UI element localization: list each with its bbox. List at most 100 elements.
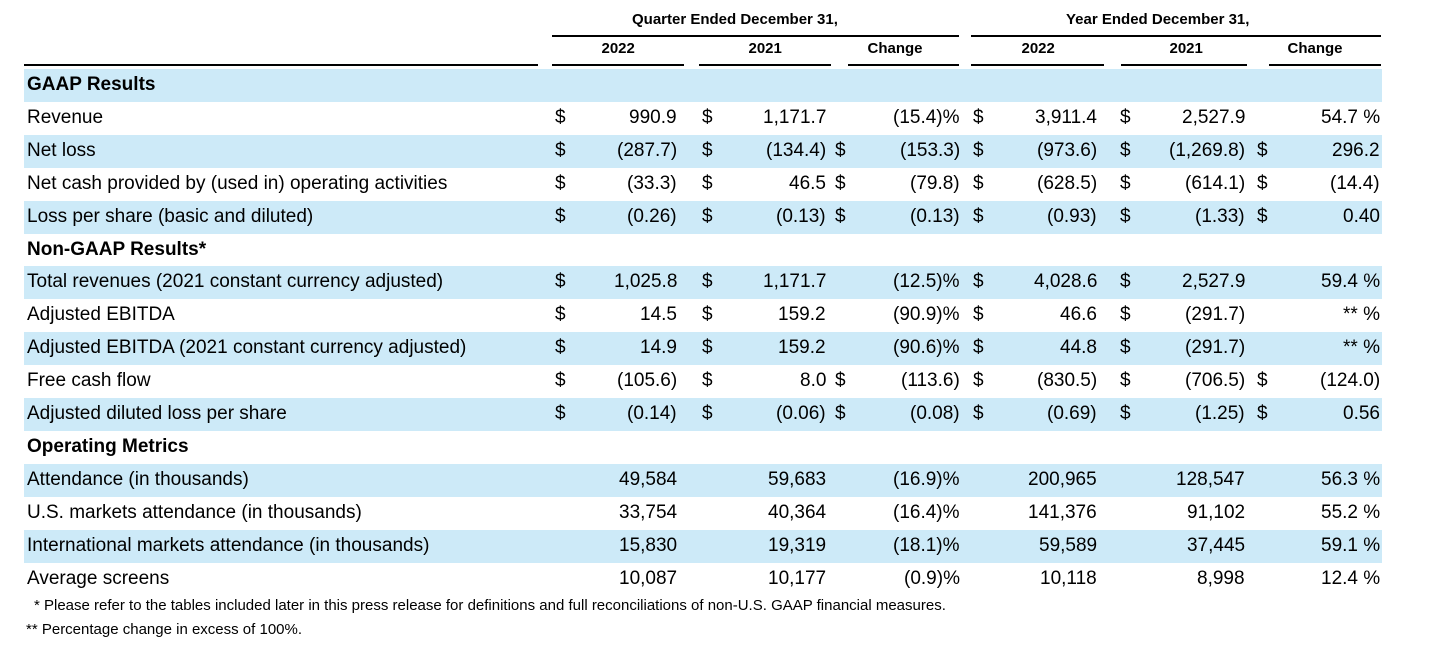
- currency-symbol: $: [1257, 205, 1268, 227]
- currency-symbol: $: [1257, 139, 1268, 161]
- table-cell-value: (0.9)%: [904, 567, 960, 589]
- currency-symbol: $: [835, 205, 846, 227]
- currency-symbol: $: [973, 403, 984, 424]
- table-cell-value: (15.4)%: [893, 106, 960, 128]
- row-label: Adjusted EBITDA: [27, 304, 175, 326]
- row-band: [24, 563, 1382, 596]
- table-cell-value: (973.6): [1037, 139, 1098, 161]
- table-cell-value: (0.06): [776, 403, 826, 424]
- table-cell-value: (0.14): [627, 403, 677, 424]
- currency-symbol: $: [1120, 205, 1131, 227]
- table-cell-value: 46.6: [1060, 304, 1097, 326]
- table-cell-value: 54.7 %: [1321, 106, 1381, 128]
- row-label: Net loss: [27, 139, 96, 161]
- column-header: 2021: [748, 40, 782, 57]
- table-cell-value: (706.5): [1185, 370, 1246, 392]
- currency-symbol: $: [1120, 106, 1131, 128]
- currency-symbol: $: [702, 403, 713, 424]
- table-cell-value: 10,087: [619, 567, 678, 589]
- column-header: Change: [1287, 40, 1343, 57]
- row-band: [24, 463, 1382, 497]
- currency-symbol: $: [835, 370, 846, 392]
- table-cell-value: (124.0): [1320, 370, 1381, 392]
- table-cell-value: 0.56: [1343, 403, 1380, 424]
- footnote: ** Percentage change in excess of 100%.: [26, 621, 303, 638]
- table-cell-value: (287.7): [617, 139, 678, 161]
- table-cell-value: 12.4 %: [1321, 567, 1381, 589]
- table-cell-value: (0.08): [910, 403, 960, 424]
- row-band: [24, 332, 1382, 366]
- currency-symbol: $: [835, 172, 846, 194]
- currency-symbol: $: [1120, 337, 1131, 359]
- currency-symbol: $: [973, 304, 984, 326]
- label-column-rule: [24, 64, 538, 66]
- table-cell-value: 59.4 %: [1321, 271, 1381, 293]
- table-cell-value: (12.5)%: [893, 271, 960, 293]
- table-cell-value: 990.9: [629, 106, 677, 128]
- table-cell-value: (0.93): [1047, 205, 1097, 227]
- table-cell-value: 14.5: [640, 304, 677, 326]
- currency-symbol: $: [973, 271, 984, 293]
- table-cell-value: (0.26): [627, 205, 677, 227]
- table-cell-value: 14.9: [640, 337, 677, 359]
- column-header-rule: [1269, 64, 1381, 66]
- table-cell-value: (1,269.8): [1169, 139, 1246, 161]
- table-cell-value: (628.5): [1037, 172, 1098, 194]
- table-cell-value: 19,319: [768, 534, 827, 556]
- table-cell-value: (1.33): [1195, 205, 1245, 227]
- column-header: 2021: [1169, 40, 1203, 57]
- footnote: * Please refer to the tables included la…: [34, 597, 946, 614]
- currency-symbol: $: [555, 172, 566, 194]
- table-cell-value: (291.7): [1185, 304, 1246, 326]
- currency-symbol: $: [555, 139, 566, 161]
- table-cell-value: (90.6)%: [893, 337, 960, 359]
- currency-symbol: $: [973, 370, 984, 392]
- table-cell-value: (113.6): [901, 370, 960, 392]
- table-cell-value: 1,025.8: [614, 271, 678, 293]
- table-cell-value: 4,028.6: [1034, 271, 1098, 293]
- table-cell-value: 10,118: [1040, 567, 1097, 589]
- column-header: 2022: [601, 40, 635, 57]
- table-cell-value: (830.5): [1037, 370, 1098, 392]
- currency-symbol: $: [555, 106, 566, 128]
- table-cell-value: 15,830: [619, 534, 678, 556]
- table-cell-value: 55.2 %: [1321, 501, 1381, 523]
- table-cell-value: 40,364: [768, 501, 827, 523]
- row-label: Adjusted EBITDA (2021 constant currency …: [27, 337, 467, 359]
- currency-symbol: $: [973, 139, 984, 161]
- row-band: [24, 200, 1382, 234]
- table-cell-value: (79.8): [910, 172, 960, 194]
- currency-symbol: $: [1257, 403, 1268, 424]
- column-header-rule: [971, 64, 1104, 66]
- row-band: [24, 234, 1382, 267]
- table-cell-value: (0.13): [776, 205, 826, 227]
- table-cell-value: 1,171.7: [763, 271, 827, 293]
- section-heading: GAAP Results: [27, 74, 156, 95]
- currency-symbol: $: [555, 205, 566, 227]
- table-cell-value: 0.40: [1343, 205, 1380, 227]
- table-cell-value: (0.69): [1047, 403, 1097, 424]
- currency-symbol: $: [973, 205, 984, 227]
- section-heading: Non-GAAP Results*: [27, 238, 207, 260]
- column-header-rule: [552, 64, 684, 66]
- row-band: [24, 266, 1382, 300]
- currency-symbol: $: [702, 205, 713, 227]
- year-group-header: Year Ended December 31,: [1066, 11, 1250, 28]
- currency-symbol: $: [1120, 370, 1131, 392]
- table-cell-value: (16.4)%: [893, 501, 960, 523]
- row-label: International markets attendance (in tho…: [27, 534, 430, 556]
- table-cell-value: 8,998: [1197, 567, 1245, 589]
- table-cell-value: (134.4): [766, 139, 827, 161]
- currency-symbol: $: [702, 172, 713, 194]
- row-band: [24, 431, 1382, 464]
- table-cell-value: (90.9)%: [893, 304, 960, 326]
- currency-symbol: $: [1120, 304, 1131, 326]
- table-cell-value: 91,102: [1187, 501, 1246, 523]
- table-cell-value: (153.3): [900, 139, 961, 161]
- table-cell-value: 159.2: [778, 337, 826, 359]
- currency-symbol: $: [835, 139, 846, 161]
- currency-symbol: $: [555, 337, 566, 359]
- currency-symbol: $: [973, 172, 984, 194]
- table-cell-value: 46.5: [789, 172, 826, 194]
